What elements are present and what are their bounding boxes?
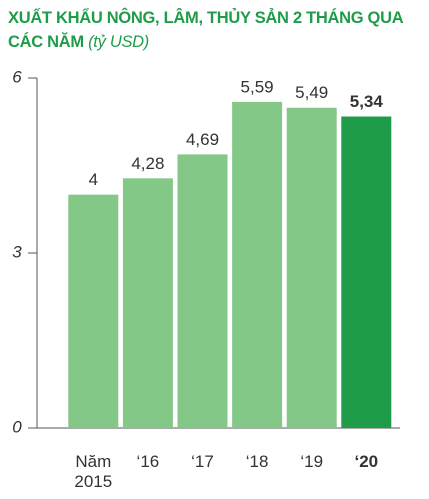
x-tick-label: ‘18 [245,452,269,471]
x-tick-label: Năm 2015 [74,452,113,491]
value-label: 5,34 [350,92,384,111]
chart-title-block: XUẤT KHẨU NÔNG, LÂM, THỦY SẢN 2 THÁNG QU… [8,6,426,54]
value-label: 4,69 [186,130,219,149]
x-tick-label: ‘17 [191,452,214,471]
bar [286,107,337,428]
value-label: 4,28 [131,154,164,173]
bar [68,194,119,428]
value-label: 5,49 [295,83,328,102]
bar [232,101,283,429]
y-tick-label: 0 [12,417,22,436]
value-label: 4 [89,170,98,189]
bar [177,154,228,428]
chart-subtitle: (tỷ USD) [88,33,149,51]
value-label: 5,59 [241,77,274,96]
y-tick-label: 6 [12,67,22,86]
chart-title: XUẤT KHẨU NÔNG, LÂM, THỦY SẢN 2 THÁNG QU… [8,9,403,51]
x-tick-label: ‘16 [136,452,160,471]
x-tick-label: ‘20 [354,452,379,471]
y-tick-label: 3 [12,242,22,261]
x-tick-label: ‘19 [300,452,324,471]
bar [122,178,173,428]
bar [341,116,392,428]
